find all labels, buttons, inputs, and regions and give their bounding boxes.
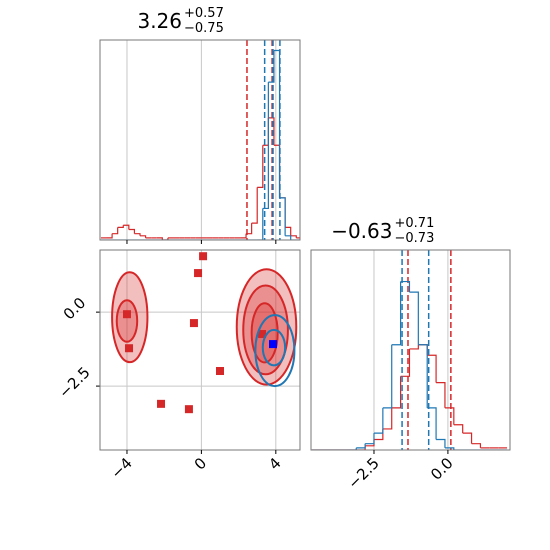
hist-step (262, 82, 269, 210)
x-tick-label: −2.5 (344, 454, 382, 492)
contour (261, 328, 287, 367)
hist-step (391, 376, 402, 409)
hist-step (156, 237, 163, 240)
hist-step (365, 439, 375, 447)
frame (99, 249, 301, 451)
hist-step (453, 424, 464, 434)
hist-step (134, 233, 141, 236)
hist-step (373, 407, 384, 434)
plot-area (111, 252, 298, 414)
marker (125, 344, 134, 353)
hist-step (106, 233, 113, 239)
marker (194, 269, 203, 278)
hist-step (409, 344, 419, 350)
hist-step (427, 354, 437, 383)
hist-step (117, 225, 124, 228)
plot-area (311, 250, 508, 450)
hist-step (400, 280, 411, 293)
title-plus: +0.71 (395, 216, 435, 231)
hist-step (471, 443, 482, 448)
hist-step (279, 197, 286, 236)
hist-step (123, 224, 130, 230)
hist-step (273, 144, 281, 198)
hist-step (162, 237, 169, 240)
hist-step (418, 344, 428, 356)
x-tick-label: 4 (265, 454, 284, 473)
hist-step (436, 438, 446, 448)
hist-step (285, 226, 292, 236)
title: −0.63 (331, 219, 392, 243)
hist-step (257, 208, 264, 240)
frame (310, 249, 511, 451)
marker (216, 367, 224, 376)
hist-step (373, 428, 384, 441)
hist-step (251, 187, 258, 224)
hist-step (140, 235, 147, 238)
marker (269, 340, 278, 349)
hist-step (268, 50, 275, 83)
marker (184, 405, 193, 414)
title-minus: −0.75 (184, 21, 224, 36)
hist-step (382, 407, 393, 430)
hist-step (418, 344, 428, 408)
contour (115, 299, 139, 343)
hist-step (273, 49, 281, 198)
marker (122, 310, 131, 319)
hist-step (246, 223, 253, 235)
hist-step (427, 407, 437, 440)
title: 3.26 (137, 9, 182, 33)
hist-step (444, 407, 455, 425)
marker (189, 319, 198, 328)
hist-step (444, 447, 455, 450)
hist-step (365, 433, 375, 445)
title-plus: +0.57 (184, 6, 224, 21)
hist-step (400, 348, 411, 377)
x-tick-label: 0 (191, 454, 210, 473)
marker (258, 330, 267, 339)
hist-step (391, 281, 402, 346)
hist-step (436, 382, 446, 408)
hist-step (112, 227, 119, 235)
hist-step (257, 145, 264, 188)
hist-step (262, 117, 269, 146)
hist-step (240, 233, 247, 239)
hist-step (128, 228, 136, 234)
marker (199, 252, 208, 261)
marker (157, 399, 166, 408)
hist-step (285, 235, 292, 240)
hist-step (356, 443, 366, 449)
frame (99, 39, 301, 241)
y-tick-label: −2.5 (55, 363, 93, 401)
y-tick-label: 0.0 (60, 294, 90, 324)
x-tick-label: −4 (107, 454, 135, 482)
hist-step (290, 235, 297, 238)
hist-step (409, 291, 419, 345)
hist-step (462, 432, 473, 444)
plot-area (100, 40, 300, 240)
title-minus: −0.73 (395, 231, 435, 246)
hist-step (268, 117, 275, 146)
contour (254, 314, 296, 388)
hist-step (347, 447, 357, 450)
hist-step (382, 344, 393, 409)
x-tick-label: 0.0 (427, 454, 457, 484)
